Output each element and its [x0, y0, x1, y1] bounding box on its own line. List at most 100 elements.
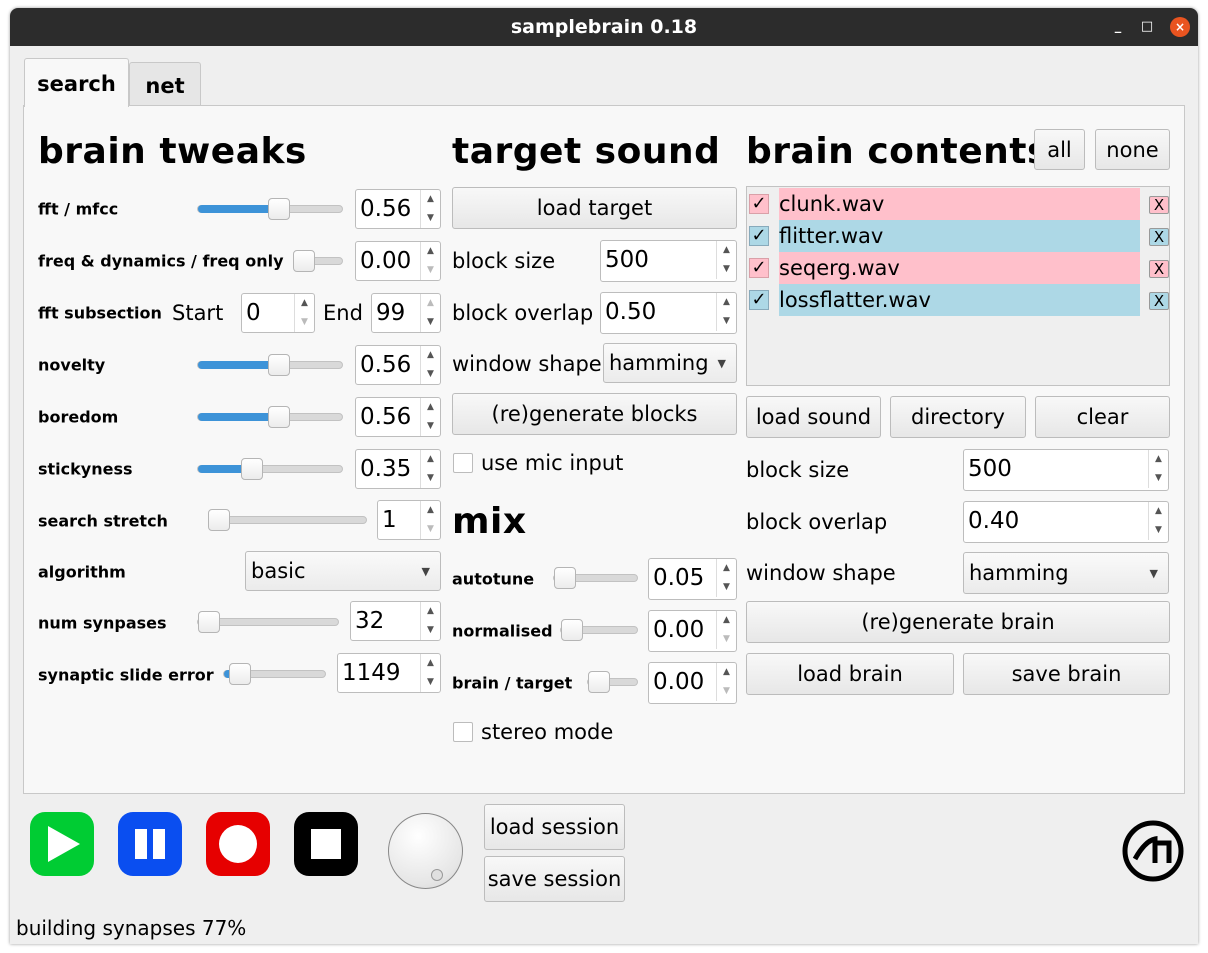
- target-block-overlap-spinbox[interactable]: 0.50 ▲ ▼: [600, 292, 737, 334]
- brain-window-shape-dropdown[interactable]: hamming ▼: [963, 552, 1169, 594]
- synaptic-slide-error-slider[interactable]: [223, 663, 326, 685]
- regenerate-blocks-button[interactable]: (re)generate blocks: [452, 393, 737, 435]
- search-stretch-spinbox[interactable]: 1 ▲ ▼: [377, 500, 441, 540]
- play-button[interactable]: [30, 812, 94, 876]
- novelty-slider[interactable]: [197, 354, 343, 376]
- slider-handle[interactable]: [554, 567, 576, 589]
- remove-button[interactable]: X: [1149, 292, 1169, 310]
- include-checkbox[interactable]: ✓: [749, 258, 769, 278]
- num-synapses-slider[interactable]: [197, 611, 339, 633]
- remove-button[interactable]: X: [1149, 196, 1169, 214]
- stop-button[interactable]: [294, 812, 358, 876]
- load-sound-button[interactable]: load sound: [746, 396, 881, 438]
- novelty-spinbox[interactable]: 0.56 ▲ ▼: [355, 345, 441, 385]
- use-mic-checkbox[interactable]: [453, 453, 473, 473]
- list-item: ✓ clunk.wav X: [747, 188, 1171, 220]
- algorithm-dropdown[interactable]: basic ▼: [245, 551, 441, 591]
- synaptic-slide-error-spinbox[interactable]: 1149 ▲ ▼: [337, 653, 441, 693]
- normalised-slider[interactable]: [560, 619, 638, 641]
- slider-handle[interactable]: [561, 619, 583, 641]
- list-item: ✓ lossflatter.wav X: [747, 284, 1171, 316]
- brain-window-shape-label: window shape: [746, 561, 896, 585]
- freq-dynamics-spinbox[interactable]: 0.00 ▲ ▼: [355, 241, 441, 281]
- tab-search[interactable]: search: [24, 58, 129, 107]
- directory-button[interactable]: directory: [890, 396, 1026, 438]
- slider-handle[interactable]: [229, 663, 251, 685]
- remove-button[interactable]: X: [1149, 228, 1169, 246]
- slider-handle[interactable]: [588, 671, 610, 693]
- search-stretch-slider[interactable]: [208, 509, 367, 531]
- slider-handle[interactable]: [241, 458, 263, 480]
- window-title: samplebrain 0.18: [510, 16, 698, 38]
- volume-knob[interactable]: [388, 813, 463, 889]
- target-window-shape-label: window shape: [452, 352, 602, 376]
- brain-target-spinbox[interactable]: 0.00 ▲ ▼: [648, 662, 737, 704]
- fft-mfcc-spinbox[interactable]: 0.56 ▲ ▼: [355, 189, 441, 229]
- knob-indicator: [431, 869, 443, 881]
- include-checkbox[interactable]: ✓: [749, 194, 769, 214]
- tab-net[interactable]: net: [129, 62, 201, 105]
- file-name: seqerg.wav: [779, 252, 1140, 284]
- select-all-button[interactable]: all: [1034, 129, 1085, 170]
- normalised-spinbox[interactable]: 0.00 ▲ ▼: [648, 610, 737, 652]
- target-block-overlap-label: block overlap: [452, 301, 594, 325]
- brain-target-slider[interactable]: [587, 671, 638, 693]
- aphex-logo-icon: [1122, 820, 1184, 882]
- freq-dynamics-label: freq & dynamics / freq only: [38, 251, 284, 271]
- autotune-spinbox[interactable]: 0.05 ▲ ▼: [648, 558, 737, 600]
- stereo-mode-label: stereo mode: [481, 720, 614, 744]
- slider-handle[interactable]: [293, 250, 315, 272]
- include-checkbox[interactable]: ✓: [749, 226, 769, 246]
- close-button[interactable]: ×: [1170, 17, 1190, 37]
- slider-handle[interactable]: [268, 354, 290, 376]
- play-icon: [48, 826, 80, 862]
- file-name: clunk.wav: [779, 188, 1140, 220]
- slider-handle[interactable]: [268, 198, 290, 220]
- record-button[interactable]: [206, 812, 270, 876]
- select-none-button[interactable]: none: [1095, 129, 1170, 170]
- target-window-shape-dropdown[interactable]: hamming ▼: [603, 343, 737, 383]
- load-session-button[interactable]: load session: [484, 804, 625, 850]
- boredom-label: boredom: [38, 407, 119, 427]
- brain-block-size-spinbox[interactable]: 500 ▲ ▼: [963, 449, 1169, 491]
- freq-dynamics-slider[interactable]: [293, 250, 343, 272]
- fft-mfcc-slider[interactable]: [197, 198, 343, 220]
- start-label: Start: [172, 301, 224, 325]
- autotune-slider[interactable]: [553, 567, 638, 589]
- target-block-size-spinbox[interactable]: 500 ▲ ▼: [600, 240, 737, 282]
- boredom-spinbox[interactable]: 0.56 ▲ ▼: [355, 397, 441, 437]
- slider-handle[interactable]: [268, 406, 290, 428]
- end-label: End: [323, 301, 363, 325]
- pause-button[interactable]: [118, 812, 182, 876]
- remove-button[interactable]: X: [1149, 260, 1169, 278]
- target-block-size-label: block size: [452, 249, 556, 273]
- brain-tweaks-title: brain tweaks: [38, 131, 307, 172]
- minimize-button[interactable]: _: [1114, 19, 1122, 34]
- slider-handle[interactable]: [198, 611, 220, 633]
- maximize-button[interactable]: □: [1140, 19, 1154, 34]
- save-session-button[interactable]: save session: [484, 856, 625, 902]
- stickyness-spinbox[interactable]: 0.35 ▲ ▼: [355, 449, 441, 489]
- stickyness-slider[interactable]: [197, 458, 343, 480]
- load-target-button[interactable]: load target: [452, 187, 737, 229]
- clear-button[interactable]: clear: [1035, 396, 1170, 438]
- boredom-slider[interactable]: [197, 406, 343, 428]
- regenerate-brain-button[interactable]: (re)generate brain: [746, 601, 1170, 643]
- chevron-down-icon: ▼: [1149, 566, 1158, 580]
- status-bar: building synapses 77%: [16, 916, 247, 940]
- record-icon: [219, 825, 257, 863]
- title-bar: samplebrain 0.18 _ □ ×: [10, 8, 1198, 46]
- brain-block-overlap-spinbox[interactable]: 0.40 ▲ ▼: [963, 501, 1169, 543]
- num-synapses-spinbox[interactable]: 32 ▲ ▼: [350, 601, 441, 641]
- save-brain-button[interactable]: save brain: [963, 653, 1170, 695]
- slider-handle[interactable]: [208, 509, 230, 531]
- file-name: flitter.wav: [779, 220, 1140, 252]
- fft-start-spinbox[interactable]: 0 ▲ ▼: [241, 293, 315, 333]
- include-checkbox[interactable]: ✓: [749, 290, 769, 310]
- sample-list: ✓ clunk.wav X ✓ flitter.wav X ✓ seqerg.w…: [746, 186, 1170, 386]
- fft-subsection-label: fft subsection: [38, 303, 162, 323]
- load-brain-button[interactable]: load brain: [746, 653, 954, 695]
- chevron-down-icon: ▼: [717, 356, 726, 370]
- stereo-mode-checkbox[interactable]: [453, 722, 473, 742]
- fft-end-spinbox[interactable]: 99 ▲ ▼: [371, 293, 441, 333]
